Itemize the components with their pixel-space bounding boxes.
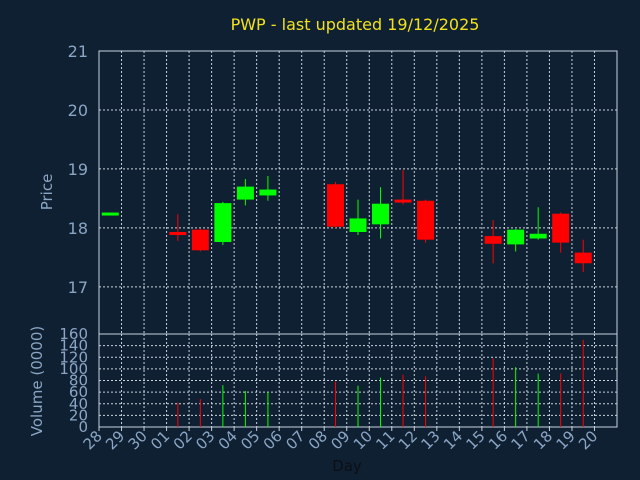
price-tick-label: 18 [68, 219, 88, 238]
price-tick-label: 19 [68, 160, 88, 179]
candle-body [169, 232, 187, 236]
candles [101, 170, 592, 273]
candle-body [236, 186, 254, 200]
volume-tick-label: 20 [69, 406, 88, 424]
candle-body [529, 233, 547, 239]
x-ticks: 2829300102030405060708091011121314151617… [80, 427, 601, 453]
candle-body [417, 200, 435, 240]
volume-axis-label: Volume (0000) [28, 326, 46, 436]
volume-grid [99, 334, 617, 427]
price-axis-label: Price [38, 174, 56, 211]
x-axis-label: Day [332, 457, 362, 475]
candle-body [326, 184, 344, 227]
volume-bars [177, 339, 584, 427]
volume-tick-label: 0 [78, 418, 88, 436]
candle-body [191, 229, 209, 251]
volume-tick-label: 160 [59, 325, 88, 343]
price-y-ticks: 17 18 19 20 21 [68, 42, 88, 297]
candle-body [394, 199, 412, 203]
price-panel-frame [98, 50, 618, 335]
volume-tick-label: 40 [69, 395, 88, 413]
volume-tick-label: 80 [69, 372, 88, 390]
candle-body [349, 218, 367, 233]
candle-body [101, 212, 119, 216]
candle-body [552, 213, 570, 243]
candle-body [372, 203, 390, 225]
candle-body [507, 229, 525, 245]
candle-body [574, 252, 592, 264]
volume-tick-label: 100 [59, 360, 88, 378]
candle-body [259, 189, 277, 196]
price-tick-label: 20 [68, 101, 88, 120]
volume-tick-label: 120 [59, 348, 88, 366]
chart-title: PWP - last updated 19/12/2025 [231, 15, 480, 34]
price-grid [99, 51, 617, 334]
price-tick-label: 21 [68, 42, 88, 61]
price-tick-label: 17 [68, 278, 88, 297]
x-tick-label: 20 [575, 427, 601, 453]
volume-tick-label: 140 [59, 337, 88, 355]
candle-body [214, 203, 232, 243]
candle-body [484, 236, 502, 244]
volume-tick-label: 60 [69, 383, 88, 401]
